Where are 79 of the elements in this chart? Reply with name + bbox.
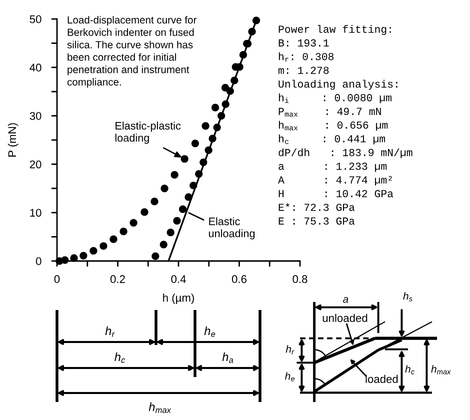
y-tick-label: 10	[30, 208, 42, 217]
point	[110, 235, 118, 244]
x-axis-title: h (µm)	[163, 294, 194, 304]
point	[152, 252, 160, 260]
point	[239, 51, 247, 59]
annotation: a : 1.233 µm	[278, 162, 387, 172]
text: h$_{a}$	[222, 352, 234, 363]
point	[200, 158, 208, 166]
y-tick-label: 40	[30, 64, 42, 72]
point	[80, 252, 88, 260]
point	[191, 140, 200, 148]
point	[166, 228, 174, 236]
text: h$_{c}$	[114, 352, 126, 363]
text: a	[343, 297, 348, 303]
y-tick-label: 30	[30, 112, 42, 120]
annotation: m: 1.278	[278, 66, 329, 74]
point	[230, 76, 238, 84]
annotation: h$_{r}$: 0.308	[278, 52, 334, 62]
point	[130, 218, 138, 227]
point	[204, 146, 212, 154]
annotation: Power law fitting:	[278, 25, 391, 35]
y-tick-label: 20	[30, 160, 42, 168]
text: h$_{e}$	[204, 326, 216, 337]
x-tick-label: 0	[54, 275, 60, 284]
point	[252, 16, 260, 24]
x-tick-label: 0.8	[292, 275, 308, 284]
point	[170, 171, 178, 179]
x-tick-label: 0.2	[110, 275, 125, 284]
point	[195, 170, 203, 178]
point	[160, 240, 168, 248]
text: h$_{e}$	[285, 372, 295, 382]
point	[150, 198, 158, 206]
point	[184, 193, 192, 201]
annotation: Unloading analysis:	[278, 80, 398, 90]
point	[202, 122, 210, 130]
point	[120, 228, 128, 236]
text: loaded	[366, 374, 398, 383]
text: h$_{c}$ : 0.441 µm	[278, 134, 386, 144]
point	[211, 104, 220, 112]
point	[173, 217, 181, 225]
y-axis-title: P (mN)	[8, 123, 18, 157]
annotation: Load-displacement curve for Berkovich indenter on fused silica. The curve shown has been corrected for initial penetration and instrument compliance.	[67, 16, 197, 88]
point	[208, 134, 216, 142]
annotation: A : 4.774 µm²	[278, 176, 392, 186]
point	[61, 256, 69, 264]
y-tick-label: 50	[30, 15, 42, 24]
y-tick-label: 0	[36, 257, 42, 266]
annotation: Elastic unloading	[208, 217, 255, 240]
point	[178, 205, 187, 214]
point	[180, 155, 188, 163]
text: h$_{max}$	[148, 402, 172, 413]
annotation: dP/dh : 183.9 mN/µm	[278, 148, 412, 158]
point	[218, 112, 226, 120]
x-tick-label: 0.6	[232, 275, 246, 284]
text: h$_{s}$	[403, 292, 412, 302]
annotation: E : 75.3 GPa	[278, 217, 355, 225]
text: h$_{max}$ : 0.656 µm	[278, 120, 388, 131]
point	[222, 100, 230, 108]
point	[70, 254, 78, 262]
text: h$_{c}$	[405, 365, 414, 374]
point	[226, 87, 234, 95]
text: h$_{i}$ : 0.0080 µm	[278, 93, 392, 104]
point	[140, 208, 148, 216]
annotation: H : 10.42 GPa	[278, 190, 394, 198]
x-tick-label: 0.4	[171, 275, 186, 284]
text: unloaded	[322, 314, 368, 322]
text: h$_{max}$	[431, 365, 451, 374]
point	[248, 28, 256, 36]
point	[100, 242, 108, 250]
point	[90, 247, 98, 255]
point	[213, 124, 221, 132]
annotation: E*: 72.3 GPa	[278, 203, 355, 211]
point	[190, 182, 198, 190]
text: P$_{max}$ : 49.7 mN	[278, 108, 381, 117]
annotation: B: 193.1	[278, 39, 329, 47]
text: h$_{r}$	[286, 345, 294, 354]
text: h$_{r}$	[105, 326, 115, 337]
annotation: Elastic-plastic loading	[115, 122, 181, 144]
point	[160, 184, 168, 192]
